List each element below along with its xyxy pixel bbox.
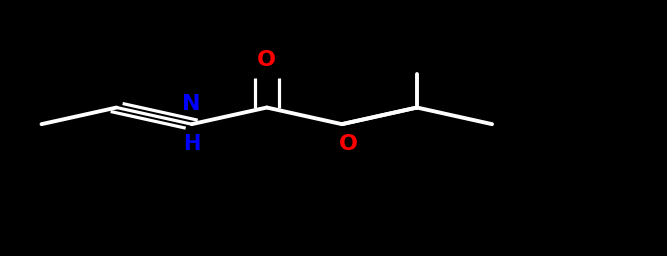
Text: O: O xyxy=(339,134,358,154)
Text: O: O xyxy=(257,50,276,70)
Text: H: H xyxy=(183,134,200,154)
Text: N: N xyxy=(183,94,201,114)
